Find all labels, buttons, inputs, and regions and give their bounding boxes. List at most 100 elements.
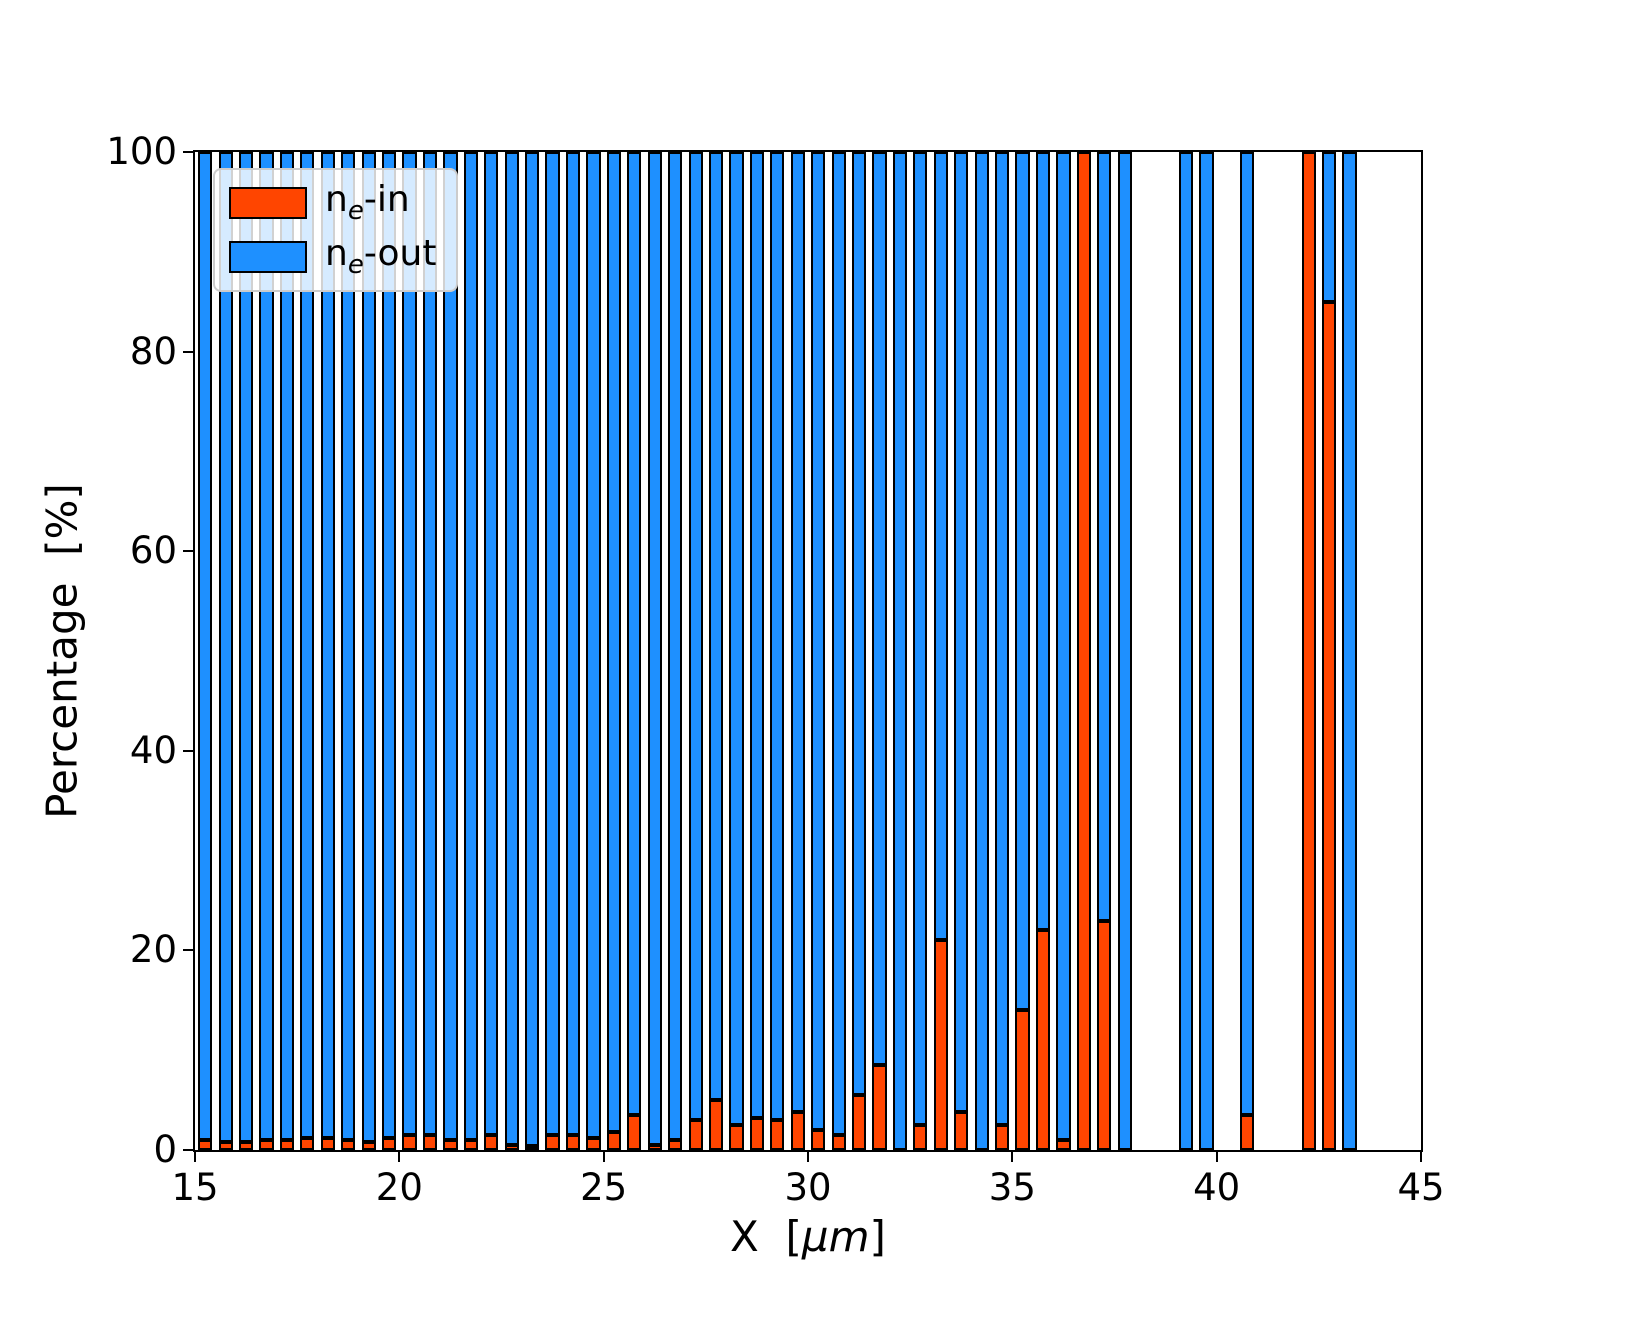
bar-segment-ne-in — [647, 1145, 662, 1150]
y-tick-label: 80 — [129, 329, 177, 373]
bar-segment-ne-out — [708, 152, 724, 1101]
bar-segment-ne-out — [422, 152, 438, 1135]
bar-segment-ne-out — [1321, 152, 1337, 302]
x-axis-label-pre: X [ — [730, 1212, 802, 1261]
bar-segment-ne-in — [770, 1120, 785, 1150]
legend-label-suffix: -out — [363, 233, 437, 275]
bar-segment-ne-out — [688, 152, 703, 1121]
bar-segment-ne-in — [545, 1135, 560, 1150]
bar-segment-ne-out — [913, 152, 928, 1125]
bar-segment-ne-in — [790, 1112, 805, 1150]
y-tick-label: 0 — [153, 1128, 177, 1171]
legend: ne-in ne-out — [213, 168, 459, 293]
bar-segment-ne-out — [606, 152, 621, 1132]
bar-segment-ne-in — [1015, 1010, 1030, 1150]
x-axis-label-math: μm — [801, 1212, 870, 1261]
bar-segment-ne-out — [1342, 152, 1357, 1150]
bar-segment-ne-in — [1321, 301, 1337, 1150]
legend-label-suffix: -in — [363, 179, 410, 220]
bar-segment-ne-in — [443, 1140, 458, 1150]
bar-segment-ne-in — [422, 1135, 438, 1150]
bar-segment-ne-out — [218, 152, 233, 1142]
legend-item-ne-in: ne-in — [229, 182, 436, 224]
bar-segment-ne-out — [484, 152, 499, 1135]
x-tick — [1011, 1152, 1014, 1162]
x-tick-label: 15 — [171, 1166, 219, 1209]
legend-label-ne-in: ne-in — [325, 179, 410, 225]
bar-segment-ne-out — [300, 152, 315, 1138]
bar-segment-ne-in — [1076, 152, 1091, 1150]
bar-segment-ne-in — [320, 1138, 335, 1150]
y-tick-label: 20 — [129, 928, 177, 972]
bar-segment-ne-out — [995, 152, 1010, 1125]
bar-segment-ne-in — [504, 1145, 519, 1150]
bar-segment-ne-out — [402, 152, 417, 1135]
bar-segment-ne-out — [443, 152, 458, 1140]
x-tick — [398, 1152, 401, 1162]
bar-segment-ne-in — [688, 1120, 703, 1150]
x-axis-label: X [μm] — [195, 1212, 1421, 1261]
y-tick — [183, 151, 193, 153]
bar-segment-ne-out — [463, 152, 478, 1140]
bar-segment-ne-in — [484, 1135, 499, 1150]
bar-segment-ne-out — [198, 152, 213, 1140]
legend-label-base: n — [325, 233, 348, 275]
bar-segment-ne-out — [790, 152, 805, 1113]
bar-segment-ne-in — [995, 1125, 1010, 1150]
bar-segment-ne-in — [402, 1135, 417, 1150]
bar-segment-ne-in — [933, 940, 948, 1150]
x-tick-label: 30 — [784, 1166, 832, 1209]
x-tick-label: 20 — [375, 1166, 423, 1209]
y-tick-label: 100 — [106, 130, 177, 173]
bar-segment-ne-out — [382, 152, 397, 1138]
legend-swatch-ne-out — [229, 241, 307, 274]
bar-segment-ne-in — [198, 1140, 213, 1150]
bar-segment-ne-out — [933, 152, 948, 941]
bar-segment-ne-in — [279, 1140, 295, 1150]
legend-swatch-ne-in — [229, 187, 307, 220]
bar-segment-ne-in — [361, 1142, 376, 1150]
bar-segment-ne-out — [1199, 152, 1214, 1150]
bar-segment-ne-out — [504, 152, 519, 1145]
bar-segment-ne-in — [729, 1125, 744, 1150]
bar-segment-ne-out — [974, 152, 989, 1150]
bar-segment-ne-in — [811, 1130, 826, 1150]
bar-segment-ne-out — [1056, 152, 1071, 1140]
bar-segment-ne-in — [1097, 920, 1112, 1150]
bar-segment-ne-out — [341, 152, 356, 1140]
bar-segment-ne-in — [341, 1140, 356, 1150]
bar-segment-ne-out — [770, 152, 785, 1121]
bar-segment-ne-out — [586, 152, 601, 1138]
x-tick-label: 25 — [580, 1166, 628, 1209]
x-tick-label: 45 — [1397, 1166, 1445, 1209]
bar-segment-ne-out — [1015, 152, 1030, 1011]
x-tick-label: 35 — [988, 1166, 1036, 1209]
x-tick — [807, 1152, 809, 1162]
bar-segment-ne-out — [1178, 152, 1194, 1150]
bar-segment-ne-in — [586, 1138, 601, 1150]
bar-segment-ne-out — [565, 152, 581, 1135]
bar-segment-ne-out — [831, 152, 846, 1135]
y-tick — [183, 749, 193, 752]
x-tick — [194, 1152, 196, 1162]
bar-segment-ne-out — [1117, 152, 1132, 1150]
bar-segment-ne-out — [259, 152, 274, 1140]
bars-container — [195, 152, 1421, 1150]
x-tick — [602, 1152, 605, 1162]
bar-segment-ne-in — [565, 1135, 581, 1150]
bar-segment-ne-out — [749, 152, 765, 1119]
bar-segment-ne-in — [238, 1142, 254, 1150]
y-tick — [183, 350, 193, 353]
x-axis-label-post: ] — [869, 1212, 886, 1261]
bar-segment-ne-out — [238, 152, 254, 1142]
bar-segment-ne-in — [218, 1142, 233, 1150]
bar-segment-ne-out — [954, 152, 969, 1113]
bar-segment-ne-in — [668, 1140, 683, 1150]
bar-segment-ne-in — [300, 1138, 315, 1150]
bar-segment-ne-in — [606, 1132, 621, 1150]
bar-segment-ne-out — [627, 152, 642, 1116]
bar-segment-ne-in — [749, 1118, 765, 1150]
x-tick-label: 40 — [1193, 1166, 1241, 1209]
bar-segment-ne-in — [259, 1140, 274, 1150]
